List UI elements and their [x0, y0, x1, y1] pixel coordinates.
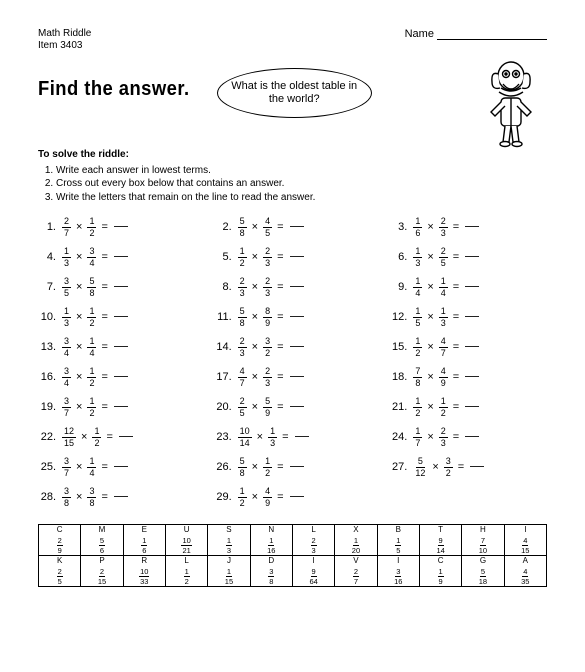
problem: 12.15×13=: [389, 304, 547, 330]
problem: 19.37×12=: [38, 394, 196, 420]
answer-cell: A435: [504, 556, 546, 587]
problem: 10.13×12=: [38, 304, 196, 330]
problem: 24.17×23=: [389, 424, 547, 450]
problem: 7.35×58=: [38, 274, 196, 300]
instructions: To solve the riddle: Write each answer i…: [38, 148, 547, 204]
problem: 27.512×32=: [389, 454, 547, 480]
problem: 20.25×59=: [214, 394, 372, 420]
problem: 29.12×49=: [214, 484, 372, 510]
answer-cell: P215: [81, 556, 123, 587]
problem: 17.47×23=: [214, 364, 372, 390]
problem: 26.58×12=: [214, 454, 372, 480]
problem: 16.34×12=: [38, 364, 196, 390]
problem: 14.23×32=: [214, 334, 372, 360]
answer-cell: H710: [462, 525, 504, 556]
problem: 6.13×25=: [389, 244, 547, 270]
problem: 22.1215×12=: [38, 424, 196, 450]
name-field: Name: [405, 28, 547, 40]
answer-cell: V27: [335, 556, 377, 587]
answer-table: C29M56E16U1021S13N116L23X120B15T914H710I…: [38, 524, 547, 587]
answer-cell: D38: [250, 556, 292, 587]
problem: 8.23×23=: [214, 274, 372, 300]
answer-cell: L12: [165, 556, 207, 587]
page-title: Find the answer.: [38, 78, 190, 101]
problem: 2.58×45=: [214, 214, 372, 240]
problems-grid: 1.27×12= 2.58×45= 3.16×23= 4.13×34= 5.12×23=…: [38, 214, 547, 510]
answer-cell: T914: [419, 525, 461, 556]
answer-cell: I964: [292, 556, 334, 587]
answer-cell: E16: [123, 525, 165, 556]
answer-cell: S13: [208, 525, 250, 556]
problem: 3.16×23=: [389, 214, 547, 240]
answer-cell: G518: [462, 556, 504, 587]
answer-cell: K25: [39, 556, 81, 587]
answer-cell: C19: [419, 556, 461, 587]
answer-cell: U1021: [165, 525, 207, 556]
problem: 25.37×14=: [38, 454, 196, 480]
problem: 18.78×49=: [389, 364, 547, 390]
answer-cell: C29: [39, 525, 81, 556]
answer-cell: L23: [292, 525, 334, 556]
speech-bubble: What is the oldest table in the world?: [217, 68, 372, 118]
answer-cell: B15: [377, 525, 419, 556]
problem: 4.13×34=: [38, 244, 196, 270]
problem: 9.14×14=: [389, 274, 547, 300]
answer-cell: X120: [335, 525, 377, 556]
problem: 5.12×23=: [214, 244, 372, 270]
problem: 28.38×38=: [38, 484, 196, 510]
header-line1: Math Riddle: [38, 28, 91, 40]
answer-cell: M56: [81, 525, 123, 556]
problem: 21.12×12=: [389, 394, 547, 420]
problem: 11.58×89=: [214, 304, 372, 330]
answer-cell: I415: [504, 525, 546, 556]
problem: 15.12×47=: [389, 334, 547, 360]
problem: 23.1014×13=: [214, 424, 372, 450]
problem: 13.34×14=: [38, 334, 196, 360]
problem: 1.27×12=: [38, 214, 196, 240]
header-line2: Item 3403: [38, 40, 91, 52]
answer-cell: R1033: [123, 556, 165, 587]
answer-cell: J115: [208, 556, 250, 587]
answer-cell: I316: [377, 556, 419, 587]
professor-illustration: [475, 54, 547, 148]
answer-cell: N116: [250, 525, 292, 556]
